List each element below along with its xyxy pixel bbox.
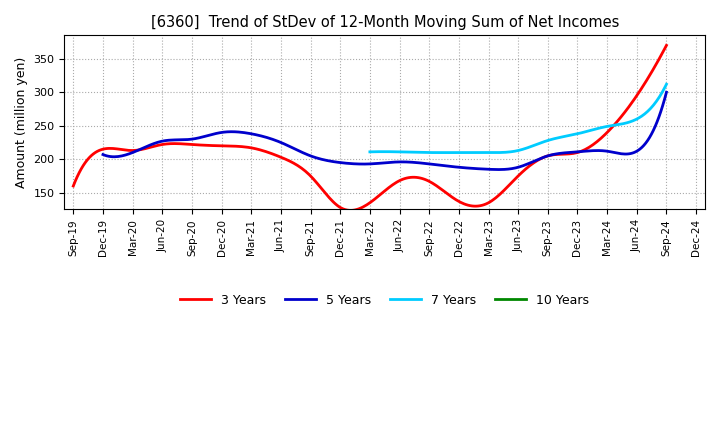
Title: [6360]  Trend of StDev of 12-Month Moving Sum of Net Incomes: [6360] Trend of StDev of 12-Month Moving… — [150, 15, 619, 30]
Y-axis label: Amount (million yen): Amount (million yen) — [15, 57, 28, 188]
Legend: 3 Years, 5 Years, 7 Years, 10 Years: 3 Years, 5 Years, 7 Years, 10 Years — [175, 289, 595, 312]
